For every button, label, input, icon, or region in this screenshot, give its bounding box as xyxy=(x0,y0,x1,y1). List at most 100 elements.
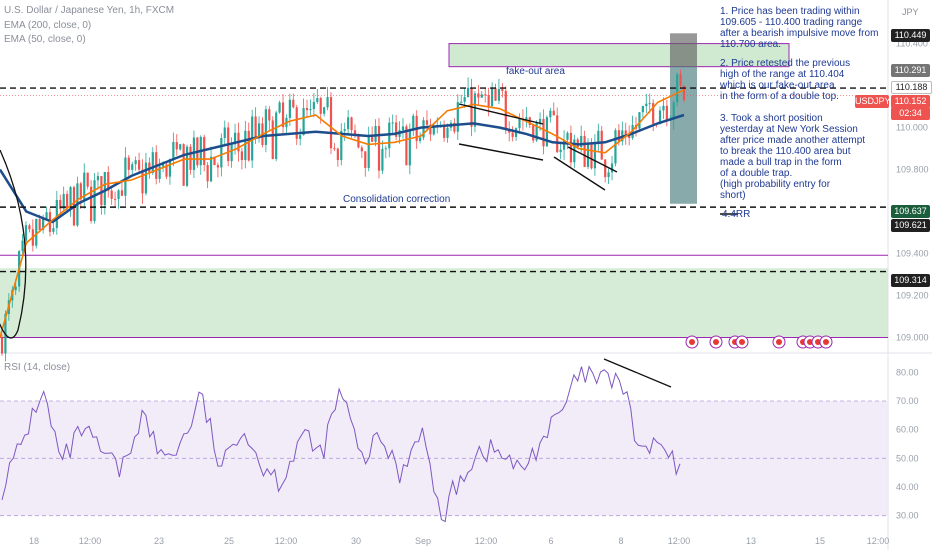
candle-body xyxy=(604,159,607,178)
time-axis-tick-label: 18 xyxy=(29,536,39,546)
candle-body xyxy=(312,102,315,110)
symbol-legend[interactable]: U.S. Dollar / Japanese Yen, 1h, FXCM xyxy=(4,5,175,16)
price-axis-tick-label: 109.200 xyxy=(896,291,929,301)
time-axis-tick-label: 15 xyxy=(815,536,825,546)
price-axis-tick-label: 109.400 xyxy=(896,249,929,259)
candle-body xyxy=(586,142,590,167)
candle-body xyxy=(59,199,62,209)
candle-body xyxy=(518,118,521,129)
candle-body xyxy=(460,101,463,103)
candle-body xyxy=(425,120,429,125)
candle-body xyxy=(395,122,398,137)
economic-event-icon-dot xyxy=(713,339,719,345)
candle-body xyxy=(556,115,559,153)
candle-body xyxy=(137,160,141,170)
candle-body xyxy=(600,130,603,160)
candle-body xyxy=(597,130,600,144)
candle-body xyxy=(299,135,302,139)
candle-body xyxy=(110,190,113,199)
candle-body xyxy=(158,166,161,179)
price-tag-110291: 110.291 xyxy=(891,64,930,77)
fakeout-zone xyxy=(448,43,790,68)
candle-body xyxy=(353,130,357,135)
currency-label: JPY xyxy=(902,7,919,17)
candle-body xyxy=(580,136,583,148)
time-axis-tick-label: 12:00 xyxy=(867,536,890,546)
ema50-legend[interactable]: EMA (50, close, 0) xyxy=(4,34,86,45)
price-axis-tick-label: 110.000 xyxy=(896,123,928,133)
time-axis-tick-label: 30 xyxy=(351,536,361,546)
demand-zone xyxy=(0,268,888,338)
candle-body xyxy=(559,149,562,153)
candle-body xyxy=(456,102,459,132)
candle-body xyxy=(113,198,117,200)
candle-body xyxy=(490,88,494,107)
candle-body xyxy=(610,163,614,173)
rr-label: 4.4RR xyxy=(722,209,751,220)
candle-body xyxy=(244,130,247,161)
candle-body xyxy=(144,162,148,194)
candle-body xyxy=(569,132,573,163)
candle-body xyxy=(329,97,333,149)
candle-body xyxy=(230,144,233,162)
note-2: 2. Price retested the previous high of t… xyxy=(720,58,851,102)
time-axis-tick-label: 12:00 xyxy=(275,536,298,546)
candle-body xyxy=(525,117,528,121)
candle-body xyxy=(590,142,593,169)
price-tag-110188: 110.188 xyxy=(891,81,932,94)
candle-body xyxy=(453,122,456,132)
note-1: 1. Price has been trading within 109.605… xyxy=(720,6,879,50)
candle-body xyxy=(206,164,209,182)
candle-body xyxy=(340,130,343,161)
candle-body xyxy=(682,85,686,100)
candle-body xyxy=(501,89,504,91)
candle-body xyxy=(28,225,31,230)
candle-body xyxy=(69,187,72,209)
candle-body xyxy=(511,132,514,137)
candle-body xyxy=(377,126,381,171)
candle-body xyxy=(14,286,17,291)
candle-body xyxy=(672,102,675,120)
candle-body xyxy=(676,74,679,103)
candle-body xyxy=(161,164,165,167)
candle-body xyxy=(466,87,470,98)
candle-body xyxy=(134,160,137,165)
economic-event-icon-dot xyxy=(689,339,695,345)
candle-body xyxy=(333,148,336,150)
rsi-axis-tick-label: 30.00 xyxy=(896,511,919,521)
candle-body xyxy=(480,94,483,98)
candle-body xyxy=(83,172,86,200)
trendline xyxy=(458,103,544,125)
note-3: 3. Took a short position yesterday at Ne… xyxy=(720,113,866,201)
candle-body xyxy=(35,219,38,246)
countdown-tag: 02:34 xyxy=(891,107,930,120)
candle-body xyxy=(55,199,58,229)
trendline xyxy=(567,146,618,173)
economic-event-icon-dot xyxy=(739,339,745,345)
rsi-axis-tick-label: 40.00 xyxy=(896,482,919,492)
trendline xyxy=(553,156,606,191)
candle-body xyxy=(484,94,487,96)
rsi-legend[interactable]: RSI (14, close) xyxy=(4,362,71,373)
candle-body xyxy=(367,134,370,168)
candle-body xyxy=(257,123,261,139)
candle-body xyxy=(107,172,110,191)
candle-body xyxy=(254,116,257,139)
candle-body xyxy=(117,190,120,200)
candle-body xyxy=(86,172,89,187)
candle-body xyxy=(24,225,28,241)
last-price-tag: 110.152 xyxy=(891,95,930,108)
candle-body xyxy=(638,112,641,129)
time-axis-tick-label: 25 xyxy=(224,536,234,546)
candle-body xyxy=(0,337,4,354)
candle-body xyxy=(309,109,312,111)
candle-body xyxy=(268,109,271,121)
candle-body xyxy=(494,88,497,101)
ema200-legend[interactable]: EMA (200, close, 0) xyxy=(4,20,92,31)
candle-body xyxy=(288,99,291,118)
candle-body xyxy=(347,117,350,130)
candle-body xyxy=(168,159,172,177)
candle-body xyxy=(21,240,24,252)
candle-body xyxy=(216,165,220,168)
